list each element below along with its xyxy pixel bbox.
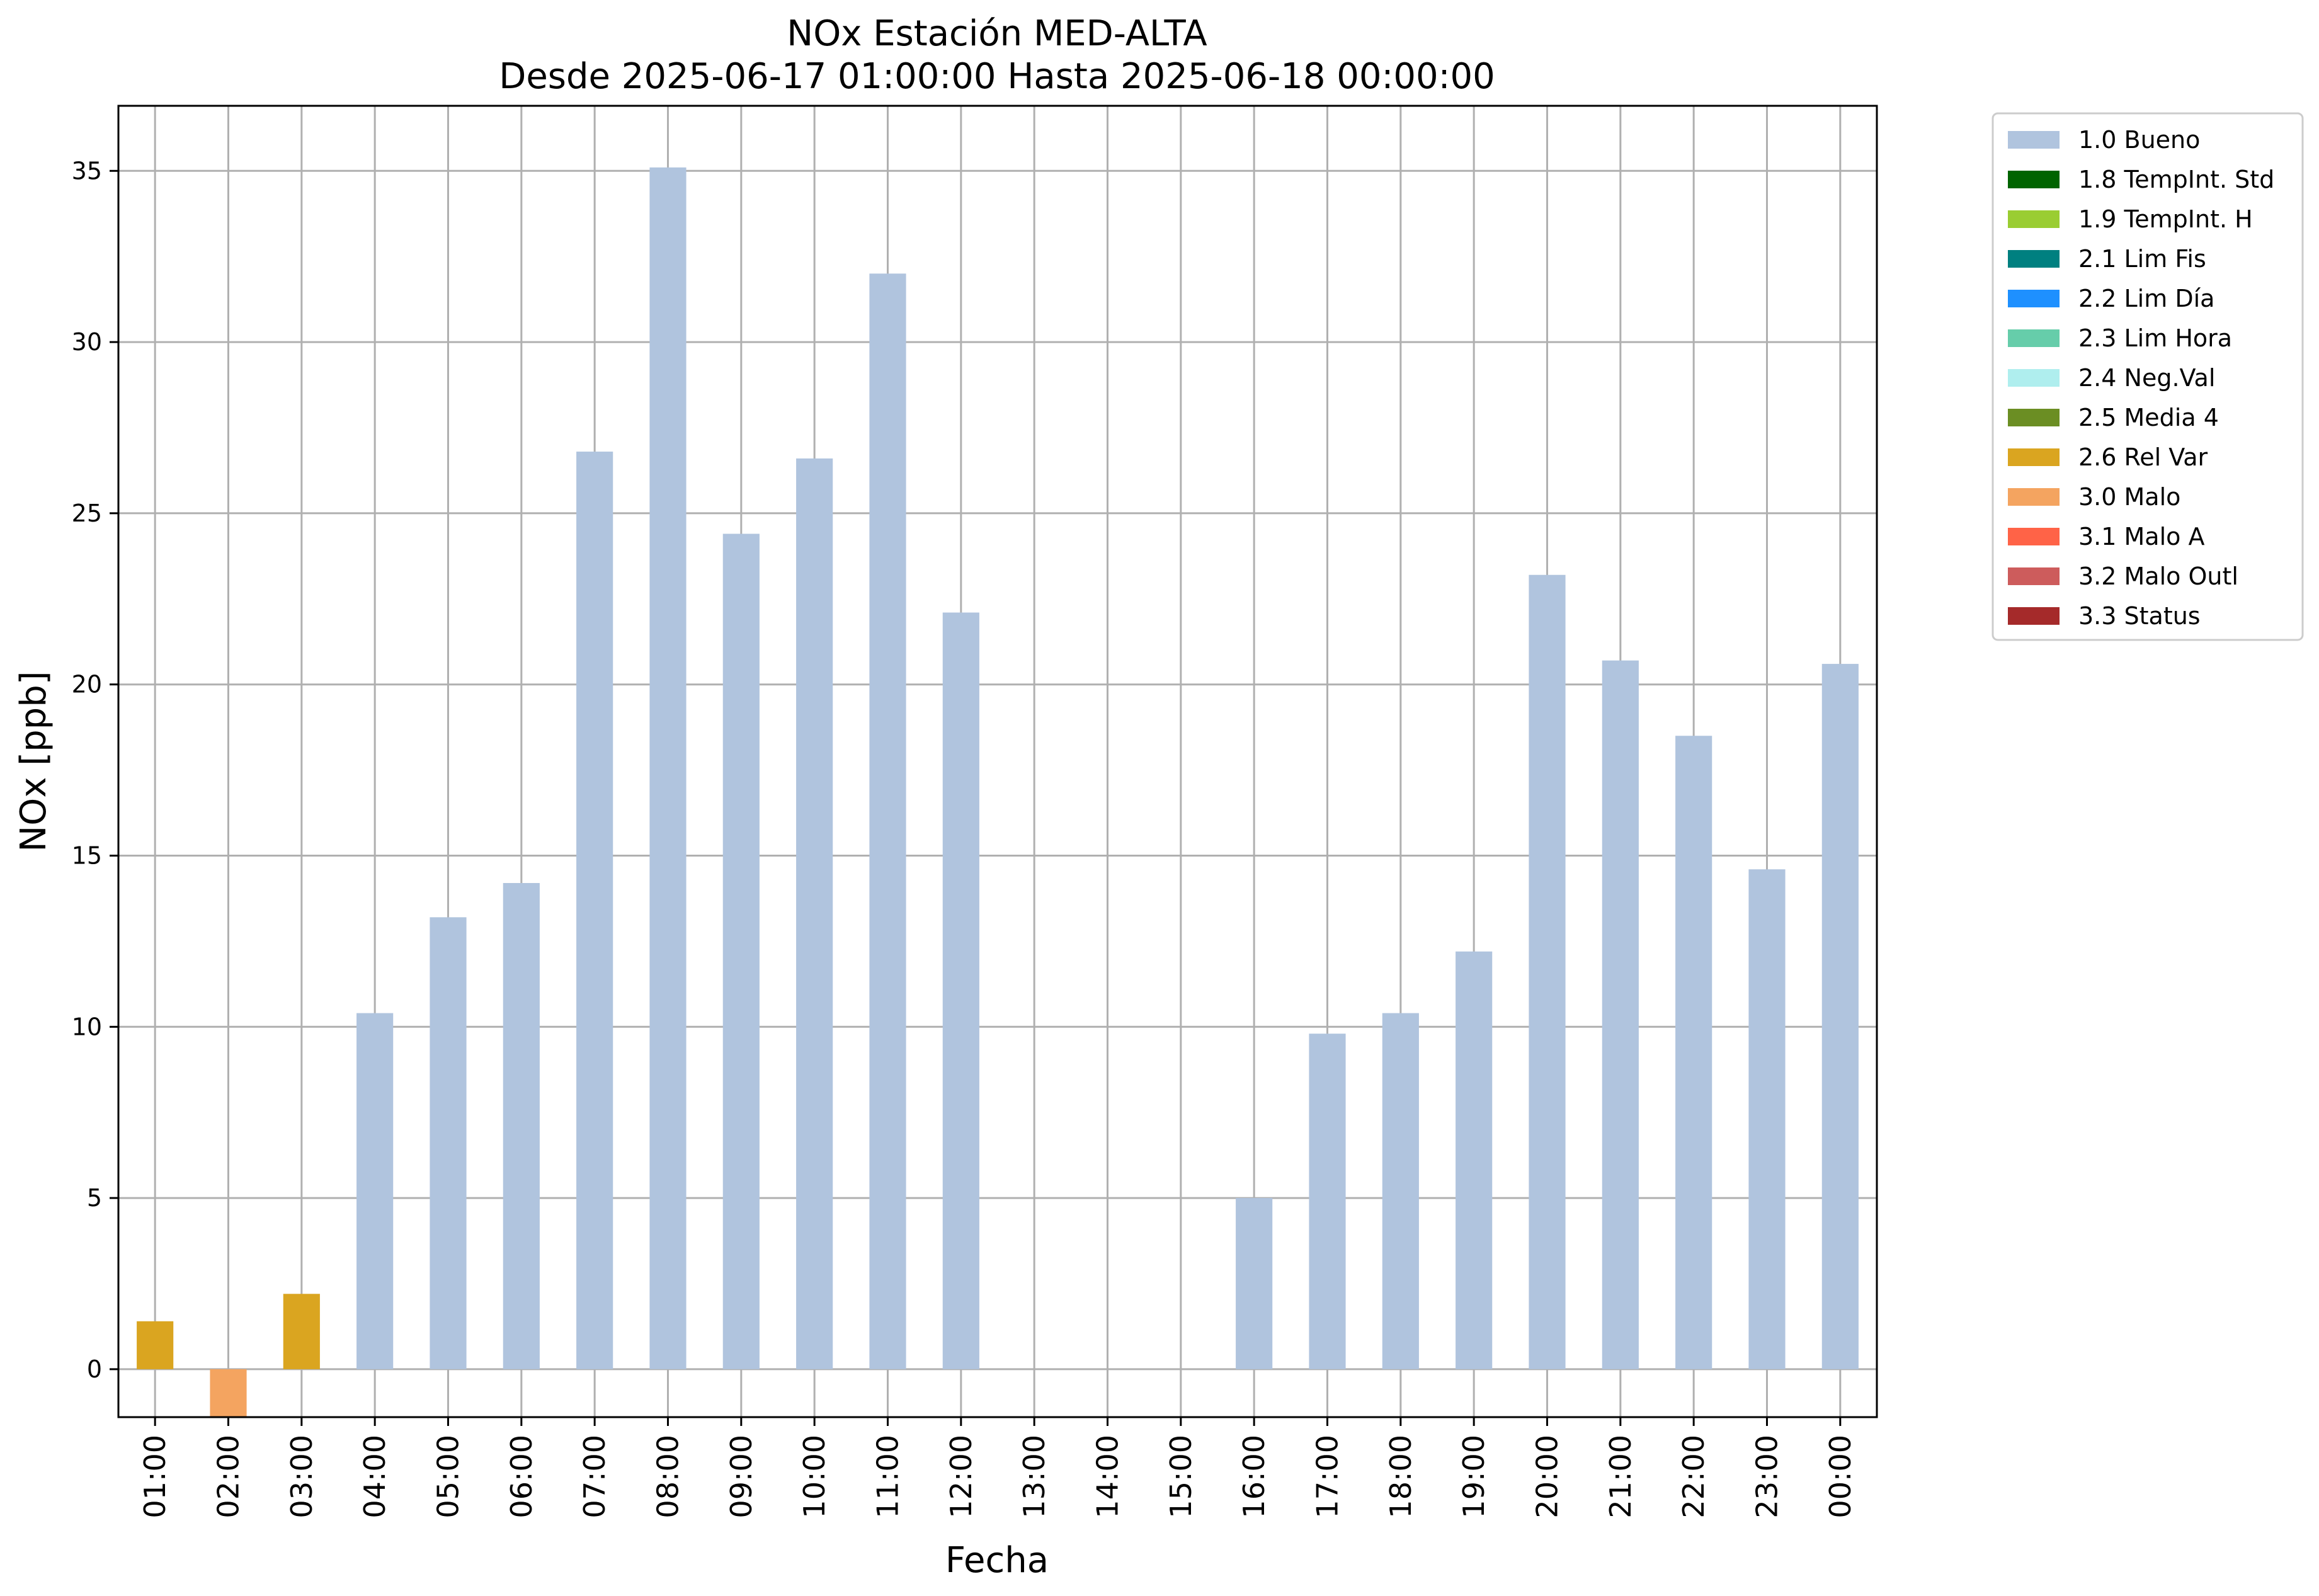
chart-title: NOx Estación MED-ALTA [787, 13, 1207, 54]
x-axis-label: Fecha [945, 1540, 1049, 1581]
x-tick-label: 15:00 [1164, 1435, 1198, 1519]
x-tick-label: 13:00 [1017, 1435, 1051, 1519]
y-tick-label: 25 [72, 499, 102, 527]
y-tick-label: 20 [72, 671, 102, 698]
y-tick-label: 35 [72, 157, 102, 185]
legend-box [1991, 112, 2304, 641]
legend-items: 1.0 Bueno 1.8 TempInt. Std 1.9 TempInt. H 2… [2008, 126, 2274, 630]
bar [796, 458, 833, 1369]
y-axis-label: NOx [ppb] [13, 671, 54, 852]
x-tick-label: 00:00 [1823, 1435, 1857, 1519]
x-tick-label: 14:00 [1091, 1435, 1125, 1519]
x-tick-label: 08:00 [651, 1435, 685, 1519]
bar [1456, 951, 1493, 1369]
legend-swatch [2008, 448, 2060, 466]
x-tick-label: 23:00 [1750, 1435, 1784, 1519]
bar [1529, 574, 1566, 1369]
legend-label: 3.3 Status [2078, 602, 2201, 630]
bar [210, 1369, 247, 1417]
legend-swatch [2008, 210, 2060, 228]
legend-label: 3.2 Malo Outl [2078, 562, 2238, 590]
legend-swatch [2008, 290, 2060, 307]
x-tick-label: 06:00 [504, 1435, 538, 1519]
legend-swatch [2008, 607, 2060, 625]
legend-swatch [2008, 250, 2060, 268]
bar [576, 452, 613, 1369]
legend-label: 2.3 Lim Hora [2078, 324, 2232, 352]
x-tick-label: 04:00 [358, 1435, 392, 1519]
x-tick-label: 21:00 [1604, 1435, 1638, 1519]
x-tick-label: 20:00 [1530, 1435, 1564, 1519]
y-tick-label: 5 [87, 1184, 102, 1212]
bar [722, 533, 760, 1369]
legend-swatch [2008, 369, 2060, 387]
bar [137, 1321, 174, 1369]
x-tick-label: 16:00 [1237, 1435, 1271, 1519]
x-tick-label: 18:00 [1384, 1435, 1418, 1519]
bar [503, 882, 540, 1369]
legend-label: 2.4 Neg.Val [2078, 364, 2215, 392]
y-axis-ticks: 0 5 10 15 20 25 30 35 [72, 157, 118, 1383]
bar [283, 1294, 320, 1369]
x-tick-label: 03:00 [285, 1435, 319, 1519]
legend-label: 3.1 Malo A [2078, 523, 2204, 550]
x-tick-label: 09:00 [724, 1435, 758, 1519]
legend-swatch [2008, 171, 2060, 188]
legend-label: 3.0 Malo [2078, 483, 2180, 511]
legend-swatch [2008, 329, 2060, 347]
bar [430, 917, 467, 1369]
bar [1748, 869, 1786, 1369]
y-tick-label: 10 [72, 1013, 102, 1040]
bars-layer [137, 167, 1859, 1417]
legend-label: 1.8 TempInt. Std [2078, 166, 2274, 193]
x-tick-label: 19:00 [1457, 1435, 1491, 1519]
x-axis-ticks: 01:00 02:00 03:00 04:00 05:00 06:00 07:00 08:00… [138, 1417, 1857, 1519]
legend-label: 1.9 TempInt. H [2078, 205, 2253, 233]
bar [1602, 660, 1639, 1369]
y-tick-label: 15 [72, 841, 102, 869]
legend-swatch [2008, 567, 2060, 585]
bar [869, 273, 906, 1369]
bar [1382, 1013, 1419, 1369]
plot-frame [117, 105, 1878, 1418]
bar [1675, 736, 1712, 1369]
bar [1821, 664, 1859, 1369]
y-tick-label: 30 [72, 328, 102, 356]
chart-subtitle: Desde 2025-06-17 01:00:00 Hasta 2025-06-… [499, 56, 1495, 97]
x-tick-label: 07:00 [578, 1435, 612, 1519]
legend: 1.0 Bueno 1.8 TempInt. Std 1.9 TempInt. H 2… [1991, 112, 2304, 641]
y-tick-label: 0 [87, 1355, 102, 1383]
x-tick-label: 02:00 [212, 1435, 246, 1519]
legend-swatch [2008, 528, 2060, 545]
x-tick-label: 22:00 [1677, 1435, 1711, 1519]
legend-swatch [2008, 131, 2060, 149]
x-tick-label: 10:00 [797, 1435, 831, 1519]
legend-label: 2.6 Rel Var [2078, 443, 2208, 471]
bar [1236, 1198, 1273, 1369]
bar [1309, 1034, 1346, 1369]
x-tick-label: 17:00 [1311, 1435, 1345, 1519]
x-tick-label: 11:00 [871, 1435, 905, 1519]
legend-label: 2.1 Lim Fis [2078, 245, 2206, 273]
legend-label: 2.2 Lim Día [2078, 285, 2214, 312]
x-tick-label: 01:00 [138, 1435, 172, 1519]
x-tick-label: 12:00 [944, 1435, 978, 1519]
bar [942, 612, 979, 1369]
legend-swatch [2008, 488, 2060, 506]
bar [356, 1013, 394, 1369]
legend-label: 1.0 Bueno [2078, 126, 2200, 154]
legend-label: 2.5 Media 4 [2078, 404, 2219, 431]
x-tick-label: 05:00 [431, 1435, 465, 1519]
bar [649, 167, 687, 1369]
legend-swatch [2008, 409, 2060, 426]
